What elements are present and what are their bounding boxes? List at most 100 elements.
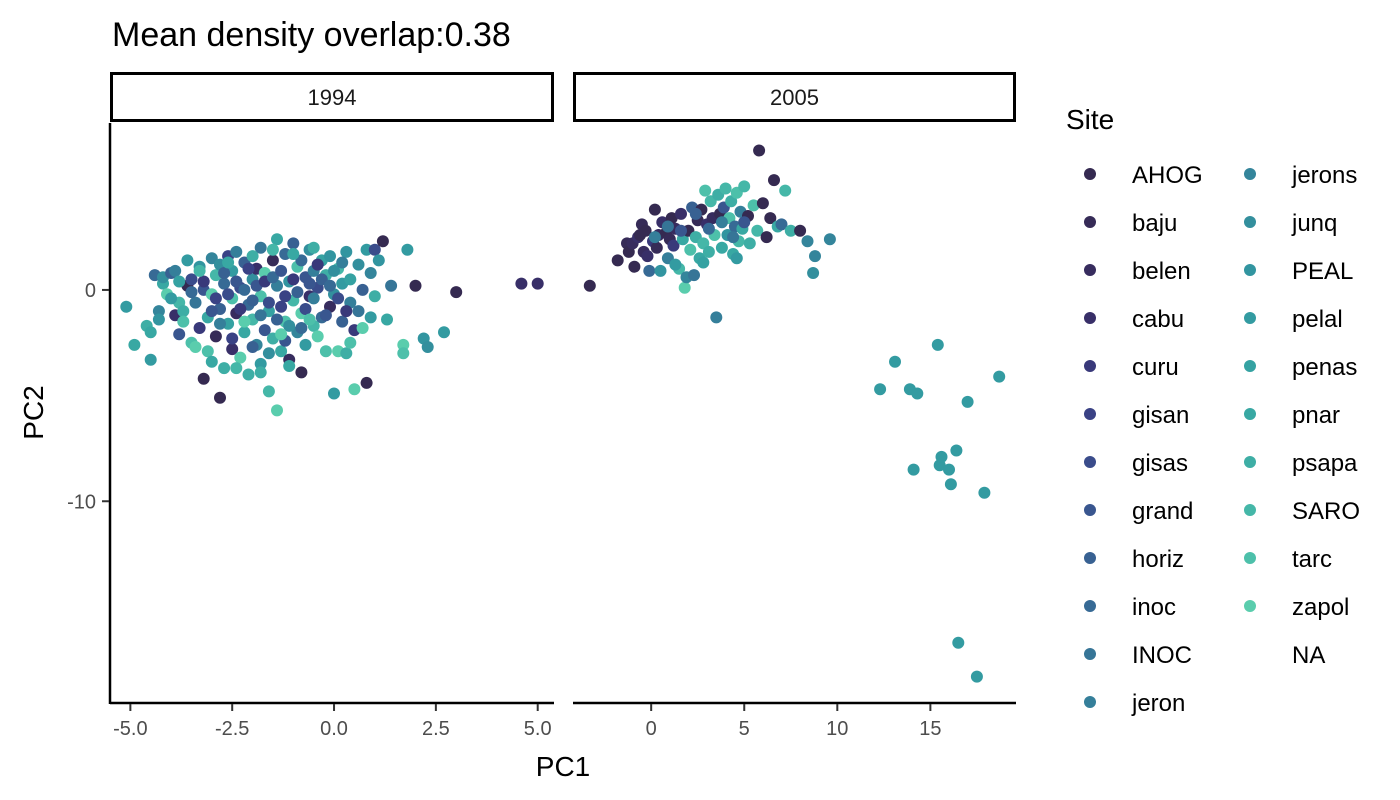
data-point xyxy=(189,296,202,309)
data-point xyxy=(218,277,231,290)
data-point xyxy=(368,290,381,303)
data-point xyxy=(328,387,340,400)
data-point xyxy=(242,262,255,275)
data-point xyxy=(911,387,924,400)
x-tick-label: 15 xyxy=(919,718,941,740)
data-point xyxy=(961,395,974,408)
data-point xyxy=(144,353,157,366)
legend-label: PEAL xyxy=(1292,258,1353,285)
data-point xyxy=(319,309,332,322)
data-point xyxy=(209,292,222,305)
data-point xyxy=(807,267,820,279)
data-point xyxy=(181,254,194,267)
data-point xyxy=(230,245,243,258)
data-point xyxy=(650,241,663,254)
data-point xyxy=(287,273,300,286)
data-point xyxy=(725,195,738,208)
data-point xyxy=(352,305,365,318)
data-point xyxy=(275,300,288,313)
data-point xyxy=(397,338,410,351)
data-point xyxy=(303,313,316,326)
data-point xyxy=(639,224,652,237)
legend-key xyxy=(1244,360,1256,372)
data-point xyxy=(214,317,226,330)
data-point xyxy=(372,254,385,267)
data-point xyxy=(271,404,283,417)
data-point xyxy=(246,250,259,263)
legend-key xyxy=(1084,312,1096,324)
data-point xyxy=(943,463,955,476)
data-point xyxy=(421,341,434,353)
data-point xyxy=(697,256,710,269)
data-point xyxy=(760,231,773,244)
data-point xyxy=(970,670,983,683)
data-point xyxy=(756,197,769,210)
data-point xyxy=(128,338,141,351)
data-point xyxy=(356,322,369,334)
data-point xyxy=(152,313,165,326)
data-point xyxy=(738,216,751,229)
data-point xyxy=(230,362,243,375)
data-point xyxy=(266,243,279,256)
data-point xyxy=(823,233,836,246)
data-point xyxy=(177,315,190,328)
legend-label: pnar xyxy=(1292,402,1340,429)
data-point xyxy=(275,328,288,341)
data-point xyxy=(360,376,373,389)
data-point xyxy=(784,224,797,237)
data-point xyxy=(218,362,231,375)
data-point xyxy=(779,184,792,197)
data-point xyxy=(262,385,275,398)
data-point xyxy=(262,296,275,309)
legend-label: jerons xyxy=(1291,162,1357,189)
legend-title: Site xyxy=(1066,104,1114,135)
data-point xyxy=(230,275,243,288)
data-point xyxy=(697,237,710,250)
facet-strip xyxy=(573,72,1016,122)
legend-key xyxy=(1084,216,1096,228)
data-point xyxy=(768,174,780,187)
data-point xyxy=(751,224,764,237)
legend-key xyxy=(1084,504,1096,516)
data-point xyxy=(978,486,991,499)
data-point xyxy=(295,366,308,379)
data-point xyxy=(340,245,353,258)
data-point xyxy=(352,258,365,271)
data-point xyxy=(336,256,349,269)
data-point xyxy=(643,264,656,277)
legend-key xyxy=(1244,168,1256,180)
data-point xyxy=(438,326,450,339)
data-point xyxy=(450,286,463,299)
data-point xyxy=(747,199,760,212)
legend-key xyxy=(1244,264,1256,276)
data-point xyxy=(356,283,369,296)
data-point xyxy=(376,235,389,248)
data-point xyxy=(185,273,198,286)
data-point xyxy=(275,345,288,358)
legend-key xyxy=(1084,408,1096,420)
legend-label: horiz xyxy=(1132,546,1184,573)
legend-label: AHOG xyxy=(1132,162,1203,189)
x-tick-label: 5 xyxy=(739,718,750,740)
data-point xyxy=(193,264,206,277)
data-point xyxy=(944,478,957,491)
data-point xyxy=(299,338,312,351)
data-point xyxy=(201,345,214,358)
data-point xyxy=(266,271,279,284)
chart-title: Mean density overlap:0.38 xyxy=(112,16,511,54)
legend-label: penas xyxy=(1292,354,1357,381)
data-point xyxy=(611,254,624,267)
data-point xyxy=(935,450,948,463)
data-point xyxy=(283,360,296,372)
legend-label: INOC xyxy=(1132,642,1192,669)
data-point xyxy=(743,237,756,250)
legend-label: gisan xyxy=(1132,402,1189,429)
data-point xyxy=(144,326,157,339)
legend-key xyxy=(1244,456,1256,468)
data-point xyxy=(234,351,247,364)
data-point xyxy=(295,322,308,334)
facet-label: 1994 xyxy=(308,85,357,110)
data-point xyxy=(262,347,275,360)
data-point xyxy=(364,267,377,279)
